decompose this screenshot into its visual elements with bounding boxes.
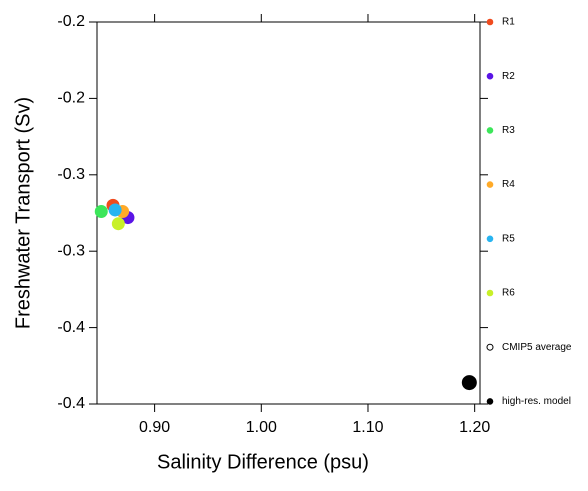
legend-marker: [486, 398, 494, 405]
x-tick-label: 1.10: [352, 419, 383, 436]
legend-label: R2: [502, 71, 515, 82]
point: [108, 203, 122, 217]
legend-label: R1: [502, 17, 515, 28]
legend-label: R3: [502, 125, 515, 136]
y-axis-label: Freshwater Transport (Sv): [12, 97, 34, 329]
legend-marker: [486, 127, 494, 134]
legend-marker: [486, 343, 494, 351]
y-tick-label: -0.3: [57, 166, 85, 183]
legend-marker: [486, 235, 494, 243]
legend-label: high-res. model: [502, 396, 571, 407]
legend-marker: [486, 289, 494, 297]
legend-label: R5: [502, 233, 515, 244]
x-axis-label: Salinity Difference (psu): [157, 451, 369, 473]
legend-marker: [486, 181, 494, 188]
plot-frame: [96, 21, 481, 405]
x-tick-label: 1.00: [246, 419, 277, 436]
y-tick-label: -0.2: [57, 90, 85, 107]
y-tick-label: -0.4: [57, 319, 85, 336]
x-tick-label: 1.20: [459, 419, 490, 436]
point: [111, 217, 125, 231]
y-tick-label: -0.2: [57, 13, 85, 30]
legend-label: R6: [502, 288, 515, 299]
point: [461, 375, 477, 391]
point: [94, 204, 108, 218]
y-tick-label: -0.4: [57, 395, 85, 412]
legend-label: R4: [502, 179, 515, 190]
legend-marker: [486, 72, 494, 80]
legend-marker: [486, 18, 494, 26]
y-tick-label: -0.3: [57, 242, 85, 259]
x-tick-label: 0.90: [139, 419, 170, 436]
legend-label: CMIP5 average: [502, 342, 572, 353]
